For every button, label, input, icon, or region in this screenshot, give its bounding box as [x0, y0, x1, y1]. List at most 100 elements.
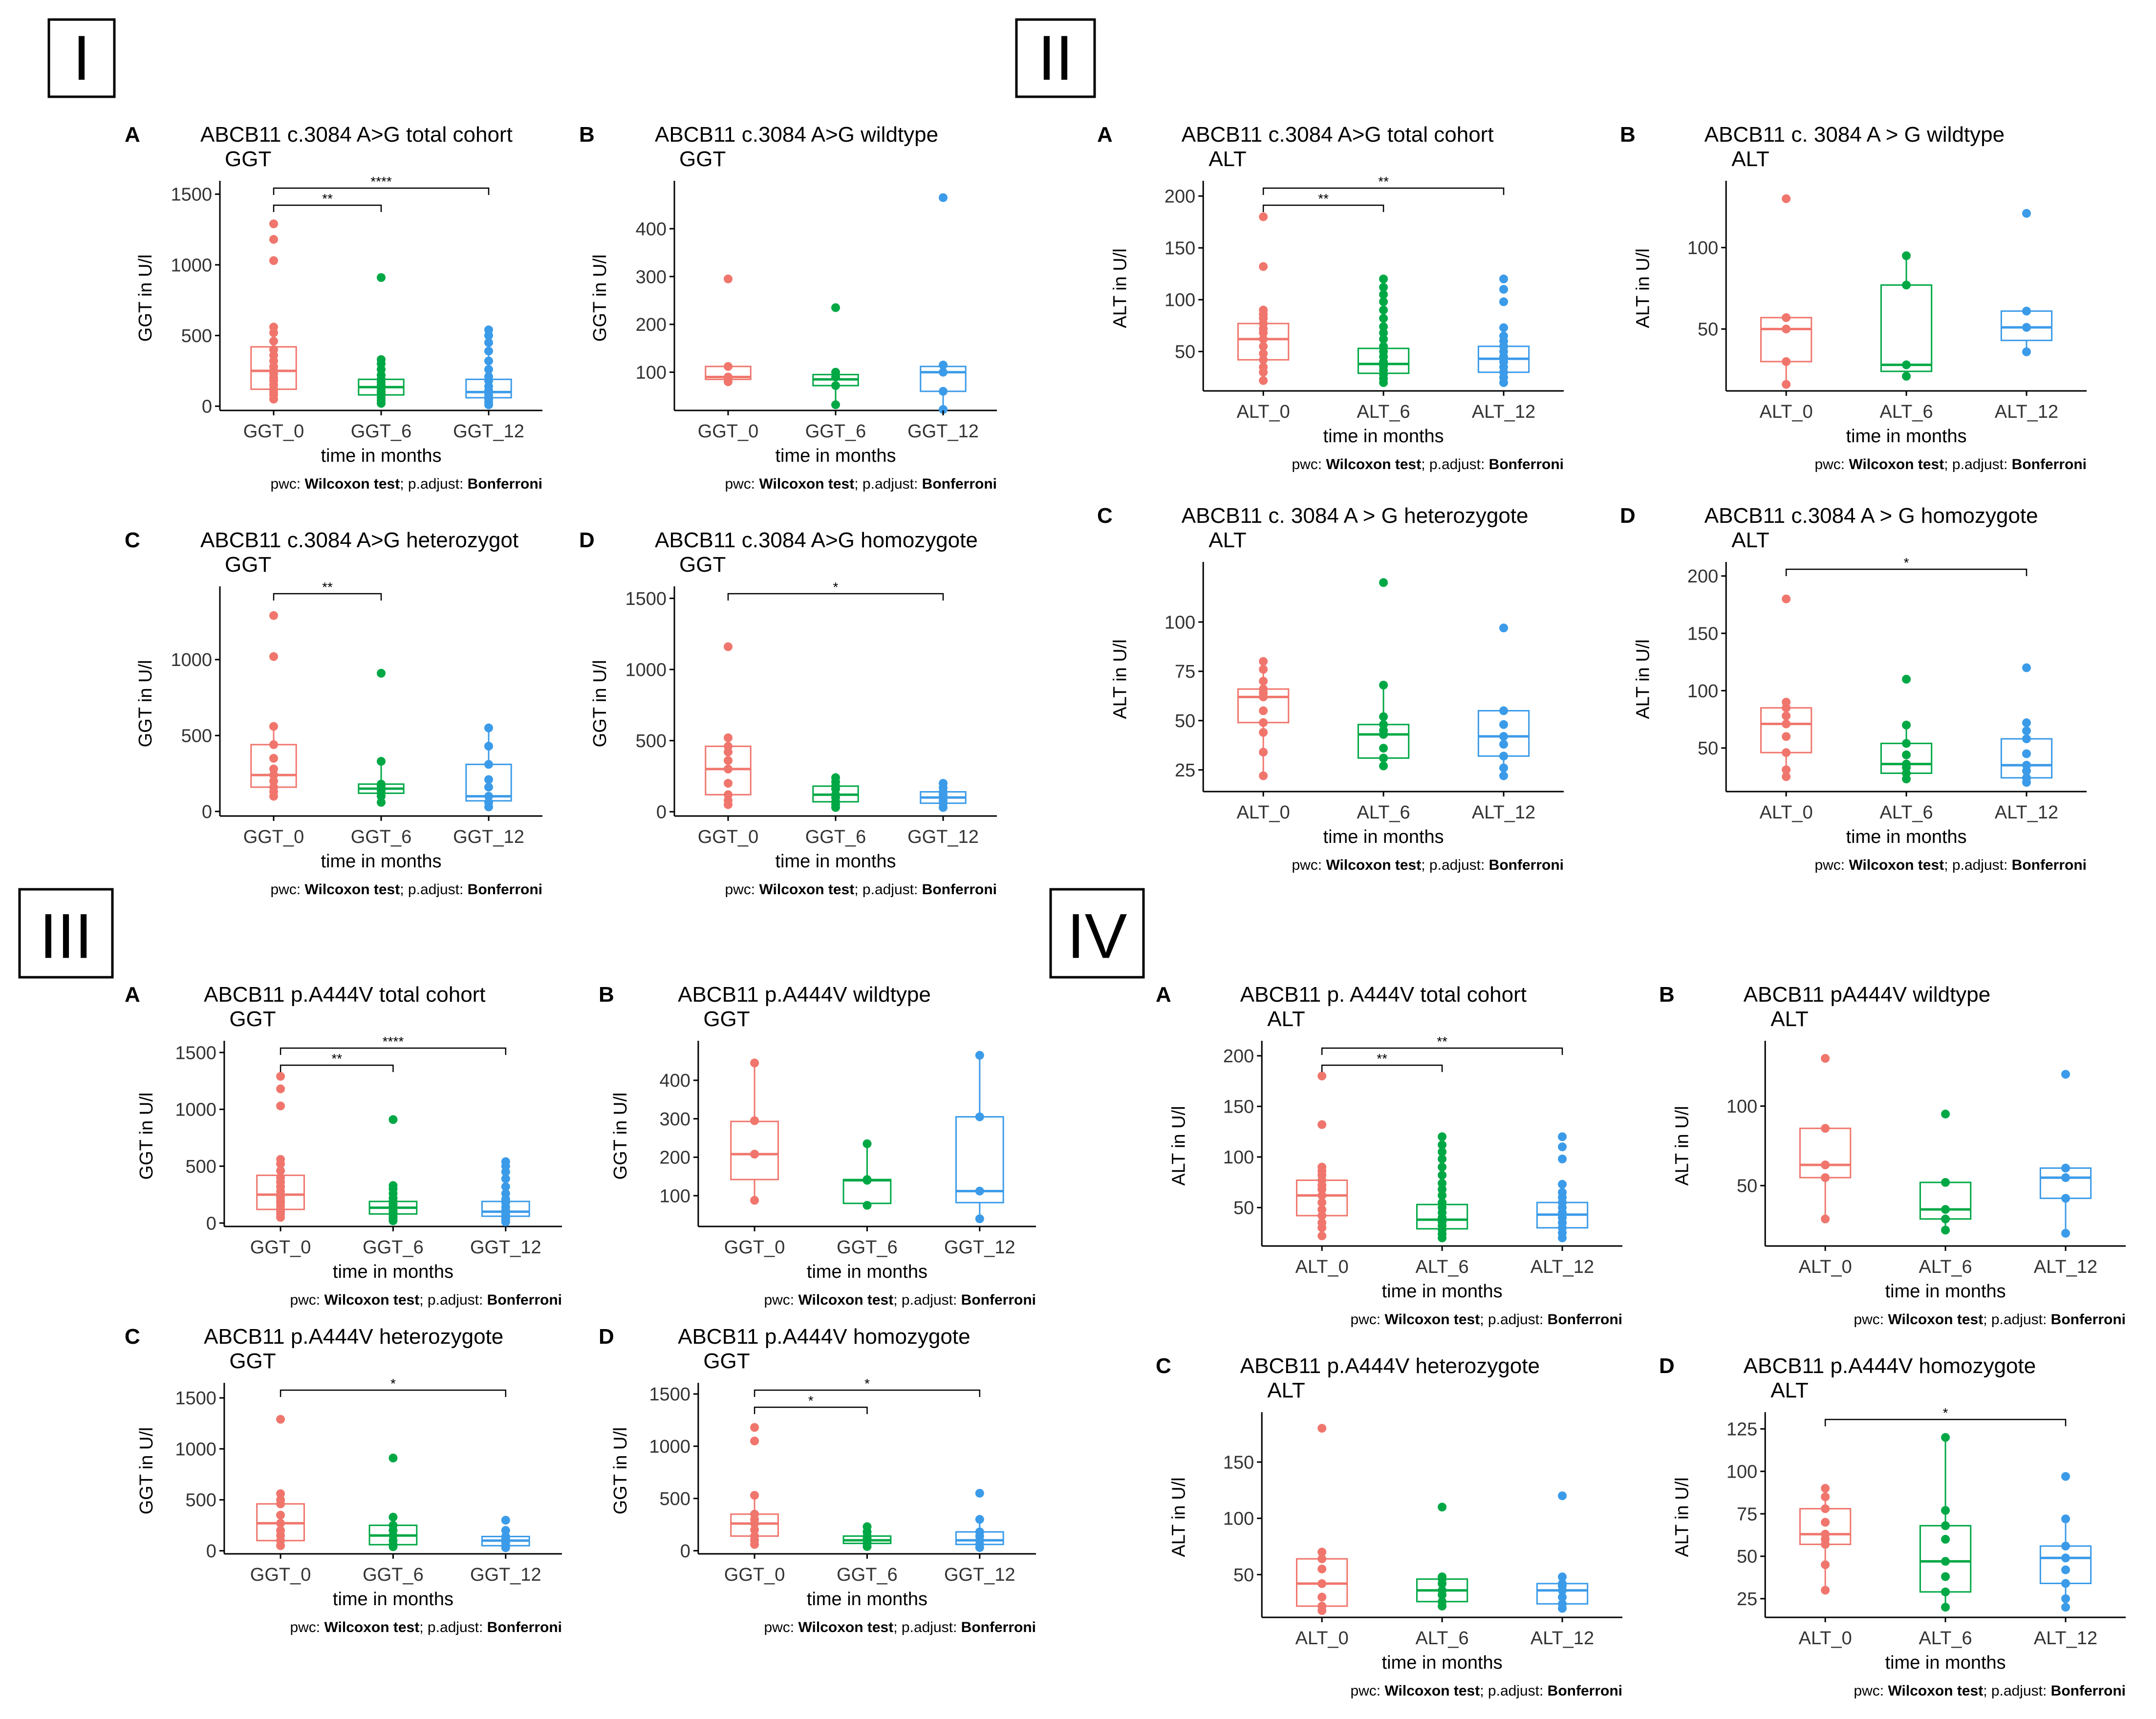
panel-subtitle: GGT — [225, 553, 271, 577]
box-body — [1760, 317, 1812, 363]
data-point — [862, 1201, 872, 1210]
y-tick-label: 50 — [1233, 1565, 1254, 1586]
data-point — [1317, 1564, 1327, 1573]
data-point — [2061, 1228, 2070, 1238]
bracket-label: ** — [1318, 191, 1329, 206]
bracket-label: ** — [1378, 174, 1389, 189]
data-point — [2022, 773, 2031, 782]
x-tick-label: ALT_0 — [1760, 802, 1813, 823]
panel-letter: A — [1156, 983, 1171, 1007]
data-point — [975, 1527, 984, 1537]
data-point — [1259, 262, 1268, 271]
y-tick-label: 0 — [202, 802, 212, 822]
panel-title: ABCB11 p.A444V heterozygote — [1240, 1354, 1540, 1378]
box-GGT_6 — [368, 1453, 418, 1551]
bracket-label: * — [1904, 555, 1909, 570]
panel-title: ABCB11 p.A444V homozygote — [1744, 1354, 2036, 1378]
bracket-label: * — [1943, 1405, 1948, 1420]
x-axis-label: time in months — [333, 1262, 453, 1282]
data-point — [1317, 1547, 1327, 1557]
y-axis-label: ALT in U/l — [1168, 1477, 1189, 1557]
data-point — [1499, 297, 1509, 306]
box-GGT_12 — [920, 779, 967, 812]
panel-letter: B — [1620, 123, 1636, 147]
bracket-label: * — [808, 1393, 814, 1408]
data-point — [269, 652, 278, 661]
data-point — [939, 779, 948, 788]
data-point — [2022, 761, 2031, 770]
data-point — [1941, 1178, 1950, 1187]
bracket-line — [1785, 568, 2027, 576]
data-point — [1317, 1579, 1327, 1588]
y-tick-label: 500 — [636, 731, 667, 752]
panel-title: ABCB11 p.A444V wildtype — [678, 983, 931, 1007]
x-tick-label: GGT_6 — [363, 1237, 424, 1258]
data-point — [1558, 1592, 1567, 1602]
data-point — [724, 779, 733, 788]
x-tick-label: GGT_0 — [250, 1237, 311, 1258]
data-point — [750, 1058, 759, 1068]
y-tick-label: 200 — [636, 315, 667, 335]
data-point — [2061, 1472, 2070, 1481]
data-point — [975, 1051, 984, 1060]
x-tick-label: ALT_12 — [1472, 402, 1535, 422]
y-axis-label: ALT in U/l — [1672, 1106, 1692, 1185]
significance-bracket: * — [280, 1376, 507, 1397]
data-point — [269, 219, 278, 229]
x-tick-label: ALT_12 — [1995, 802, 2058, 823]
box-ALT_0 — [1799, 1054, 1852, 1224]
data-point — [2061, 1514, 2070, 1524]
data-point — [1438, 1503, 1447, 1512]
y-tick-label: 50 — [1175, 711, 1195, 731]
bracket-label: * — [390, 1376, 396, 1391]
y-tick-label: 50 — [1698, 320, 1718, 340]
data-point — [939, 361, 948, 370]
data-point — [1558, 1142, 1567, 1152]
data-point — [1259, 665, 1268, 674]
footer-note: pwc: Wilcoxon test; p.adjust: Bonferroni — [764, 1619, 1036, 1635]
data-point — [1379, 297, 1388, 306]
data-point — [484, 365, 493, 374]
data-point — [1782, 748, 1791, 757]
data-point — [1782, 324, 1791, 334]
data-point — [1821, 1214, 1830, 1224]
data-point — [724, 274, 733, 283]
data-point — [750, 1150, 759, 1159]
data-point — [276, 1510, 285, 1520]
data-point — [2061, 1070, 2070, 1079]
data-point — [1499, 732, 1509, 741]
panel-letter: D — [1659, 1354, 1675, 1378]
footer-note: pwc: Wilcoxon test; p.adjust: Bonferroni — [1814, 857, 2087, 873]
data-point — [2022, 323, 2031, 332]
data-point — [1902, 280, 1911, 290]
box-GGT_6 — [812, 773, 859, 812]
bracket-line — [273, 187, 490, 195]
x-axis-label: time in months — [1885, 1281, 2006, 1302]
y-tick-label: 100 — [1223, 1509, 1254, 1529]
y-tick-label: 1500 — [171, 185, 212, 205]
data-point — [1941, 1506, 1950, 1515]
data-point — [484, 325, 493, 335]
y-axis-label: ALT in U/l — [1168, 1106, 1189, 1185]
data-point — [1821, 1160, 1830, 1170]
box-ALT_12 — [1477, 274, 1530, 387]
data-point — [501, 1174, 510, 1183]
y-axis-label: GGT in U/l — [135, 255, 156, 342]
data-point — [1438, 1147, 1447, 1157]
footer-note: pwc: Wilcoxon test; p.adjust: Bonferroni — [764, 1292, 1036, 1308]
box-GGT_12 — [955, 1051, 1004, 1224]
panel-title: ABCB11 p.A444V heterozygote — [204, 1325, 503, 1349]
x-axis-label: time in months — [775, 446, 896, 466]
quadrant-frame — [47, 18, 116, 98]
box-GGT_0 — [250, 611, 297, 801]
data-point — [377, 355, 386, 364]
data-point — [276, 1495, 285, 1504]
data-point — [1902, 750, 1911, 759]
y-tick-label: 500 — [185, 1490, 216, 1511]
data-point — [2022, 347, 2031, 356]
x-tick-label: GGT_0 — [243, 421, 304, 442]
